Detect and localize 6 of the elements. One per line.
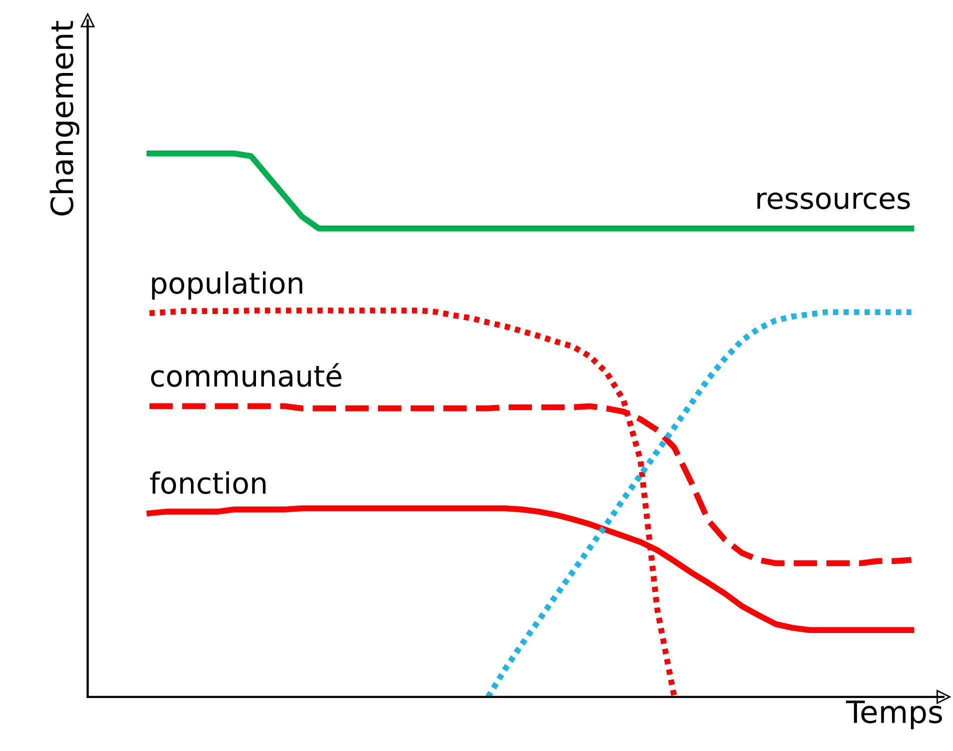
x-axis-title: Temps xyxy=(846,700,942,730)
y-axis-title: Changement xyxy=(50,21,80,216)
series-label: communauté xyxy=(151,363,342,387)
series-label: fonction xyxy=(150,471,266,494)
series-label: ressources xyxy=(757,192,910,210)
series-label: population xyxy=(152,271,302,300)
